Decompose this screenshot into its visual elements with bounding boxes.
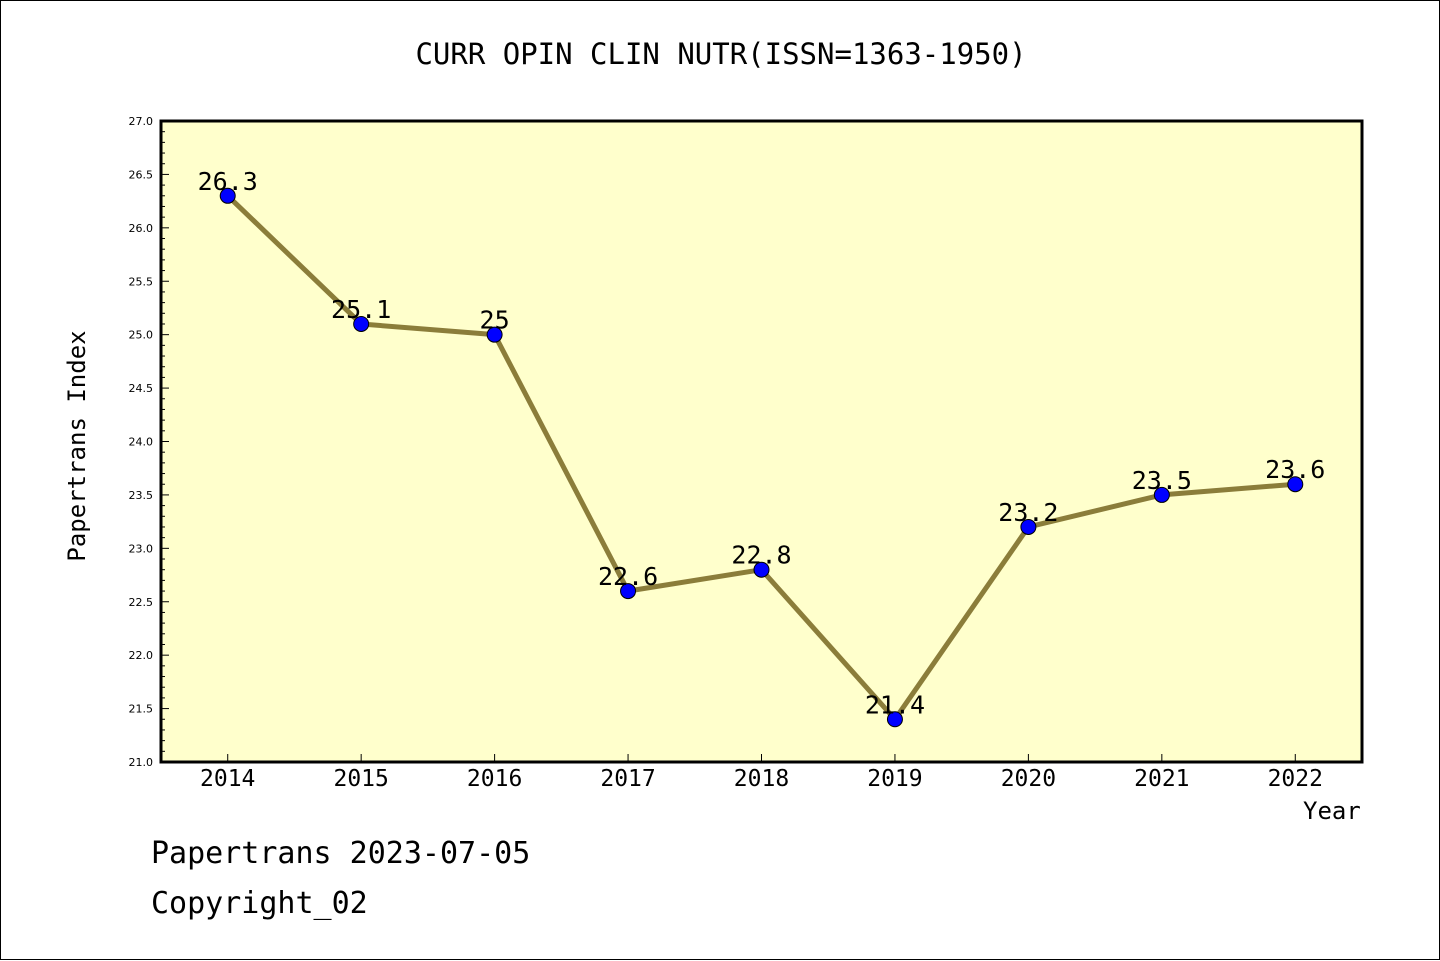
x-axis-label: Year xyxy=(1303,797,1361,825)
data-label: 23.5 xyxy=(1132,466,1192,495)
data-point xyxy=(753,561,770,578)
footer-date: Papertrans 2023-07-05 xyxy=(151,836,531,871)
footer-copyright: Copyright_02 xyxy=(151,886,368,921)
y-tick-label: 24.5 xyxy=(129,382,154,395)
plot-frame xyxy=(159,119,1364,764)
data-label: 25.1 xyxy=(331,295,391,324)
y-tick-label: 26.5 xyxy=(129,168,154,181)
data-point xyxy=(353,315,370,332)
data-label: 25 xyxy=(480,306,510,335)
x-tick-label: 2016 xyxy=(467,766,522,792)
x-tick-label: 2020 xyxy=(1001,766,1056,792)
x-tick-label: 2017 xyxy=(600,766,655,792)
data-point xyxy=(486,326,503,343)
x-tick-label: 2022 xyxy=(1268,766,1323,792)
y-tick-label: 25.5 xyxy=(129,275,154,288)
y-tick-label: 25.0 xyxy=(129,329,154,342)
y-tick-label: 24.0 xyxy=(129,436,154,449)
data-point xyxy=(620,583,637,600)
x-tick-label: 2015 xyxy=(333,766,388,792)
data-label: 23.6 xyxy=(1265,455,1325,484)
data-label: 22.8 xyxy=(731,541,791,570)
y-tick-label: 23.5 xyxy=(129,489,154,502)
data-point xyxy=(886,711,903,728)
x-tick-label: 2018 xyxy=(734,766,789,792)
plot-area-background xyxy=(161,121,1362,762)
y-tick-label: 22.0 xyxy=(129,649,154,662)
y-tick-label: 21.5 xyxy=(129,703,154,716)
data-point xyxy=(1153,486,1170,503)
y-tick-label: 21.0 xyxy=(129,756,154,769)
data-point xyxy=(219,187,236,204)
y-tick-label: 23.0 xyxy=(129,542,154,555)
data-label: 26.3 xyxy=(198,167,258,196)
chart-title: CURR OPIN CLIN NUTR(ISSN=1363-1950) xyxy=(415,37,1027,71)
data-point xyxy=(1287,476,1304,493)
y-tick-label: 22.5 xyxy=(129,596,154,609)
y-tick-label: 26.0 xyxy=(129,222,154,235)
x-tick-label: 2019 xyxy=(867,766,922,792)
x-tick-label: 2021 xyxy=(1134,766,1189,792)
x-tick-label: 2014 xyxy=(200,766,255,792)
y-tick-label: 27.0 xyxy=(129,115,154,128)
data-point xyxy=(1020,518,1037,535)
data-label: 21.4 xyxy=(865,690,925,719)
data-label: 22.6 xyxy=(598,562,658,591)
data-label: 23.2 xyxy=(998,498,1058,527)
